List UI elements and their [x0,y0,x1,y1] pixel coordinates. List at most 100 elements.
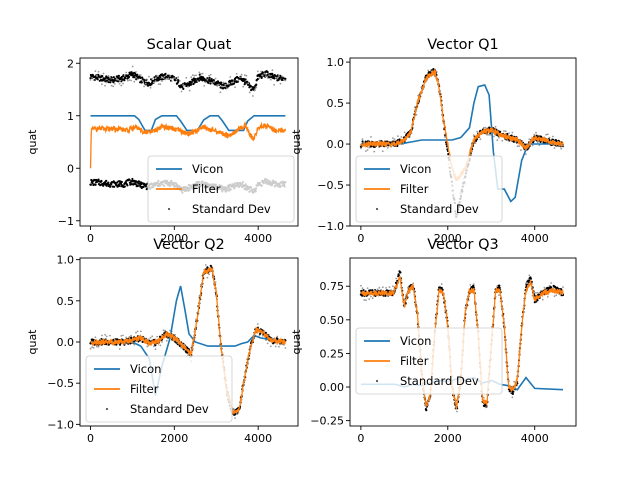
std-point [529,277,533,280]
std-point [245,74,248,77]
std-point [273,83,275,86]
y-tick-label: 0.50 [320,314,345,327]
std-point [159,76,162,79]
std-point [509,391,512,394]
std-point [369,145,373,148]
std-point [393,138,396,141]
std-point [97,345,100,348]
std-point [531,144,534,147]
std-point [182,84,185,86]
std-point [140,81,143,84]
std-point [476,130,478,133]
std-point [242,85,245,88]
std-point [498,286,501,289]
std-point [136,330,139,333]
std-point [256,323,259,325]
y-tick-label: 0.0 [57,336,75,349]
std-point [124,77,127,80]
std-point [89,79,92,81]
std-point [94,183,97,186]
std-point [100,179,103,183]
std-point [164,72,167,75]
y-tick-label: 0.25 [320,347,345,360]
std-point [278,74,280,76]
std-point [269,345,272,348]
std-point [374,294,377,297]
std-point [244,78,247,81]
std-point [120,335,123,337]
std-point [219,91,222,94]
std-point [126,184,129,187]
std-point [440,283,443,285]
std-point [232,407,235,410]
std-point [427,404,430,407]
std-point [172,77,175,80]
subplot-3: 0 2000 4000 −0.25 0.00 0.25 0.50 0.75 Vector Q3 q… [290,237,577,445]
std-point [209,82,212,85]
std-point [146,345,149,348]
y-axis-label: quat [26,129,39,155]
std-point [261,74,264,77]
std-point [474,139,478,142]
std-point [469,284,472,286]
std-point [444,136,446,139]
std-point [373,289,376,292]
std-point [104,84,106,87]
chart-title: Vector Q1 [427,37,498,53]
std-point [498,294,500,297]
x-tick-label: 0 [87,432,94,445]
std-point [161,341,163,343]
std-point [133,76,136,79]
std-point [281,75,284,78]
std-point [548,136,551,139]
std-point [96,78,99,81]
std-point [196,80,199,82]
std-point [548,284,551,287]
std-point [538,292,541,295]
std-point [117,78,119,81]
legend-swatch [167,207,171,211]
std-point [135,331,137,334]
axes-frame [79,57,299,227]
std-point [91,346,93,349]
legend: Vicon Filter Standard Dev [147,155,295,223]
std-point [533,133,536,136]
std-point [258,332,262,335]
std-point [235,73,238,75]
legend: Vicon Filter Standard Dev [355,327,503,395]
std-point [243,74,246,77]
std-point [255,86,258,89]
std-point [123,79,126,82]
std-point [253,89,256,92]
std-point [154,80,157,83]
std-point [165,339,168,342]
axes-frame [349,257,577,427]
std-point [365,299,367,302]
std-point [117,74,120,77]
std-point [174,77,176,79]
std-point [162,329,165,332]
std-point [535,131,537,134]
std-point [123,74,126,77]
std-point [138,74,141,76]
std-point [99,184,102,187]
x-tick-label: 2000 [160,232,188,245]
std-point [528,138,531,141]
std-point [206,78,209,81]
x-tick-label: 0 [87,232,94,245]
std-point [536,299,539,302]
std-point [169,75,172,77]
std-point [425,409,428,412]
y-tick-label: −1.0 [47,418,74,431]
std-point [388,286,391,288]
std-point [91,77,93,79]
y-tick-label: 1 [67,110,74,123]
std-point [89,183,92,186]
std-point [177,76,180,79]
std-point [525,282,527,285]
std-point [493,135,495,138]
std-point [269,78,272,81]
std-point [240,73,243,76]
std-point [472,284,475,287]
std-point [513,380,515,383]
